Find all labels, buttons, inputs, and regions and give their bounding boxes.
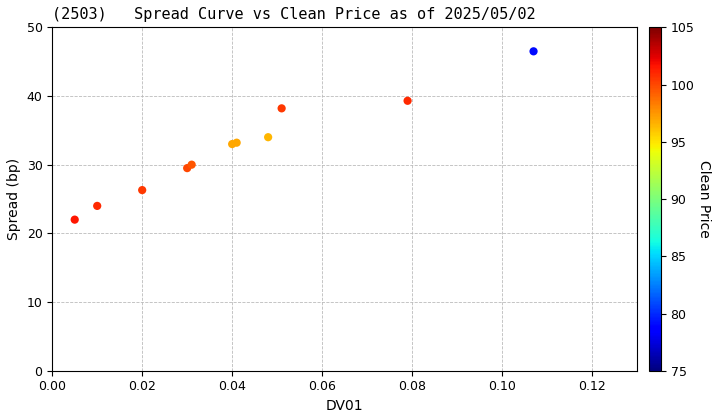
Y-axis label: Spread (bp): Spread (bp)	[7, 158, 21, 240]
Point	[402, 97, 413, 104]
Point	[136, 187, 148, 194]
Point	[186, 161, 197, 168]
Point	[226, 141, 238, 147]
Point	[69, 216, 81, 223]
Point	[231, 139, 243, 146]
Point	[91, 202, 103, 209]
Text: (2503)   Spread Curve vs Clean Price as of 2025/05/02: (2503) Spread Curve vs Clean Price as of…	[53, 7, 536, 22]
Point	[262, 134, 274, 141]
Point	[528, 48, 539, 55]
X-axis label: DV01: DV01	[326, 399, 364, 413]
Y-axis label: Clean Price: Clean Price	[697, 160, 711, 238]
Point	[276, 105, 287, 112]
Point	[181, 165, 193, 171]
